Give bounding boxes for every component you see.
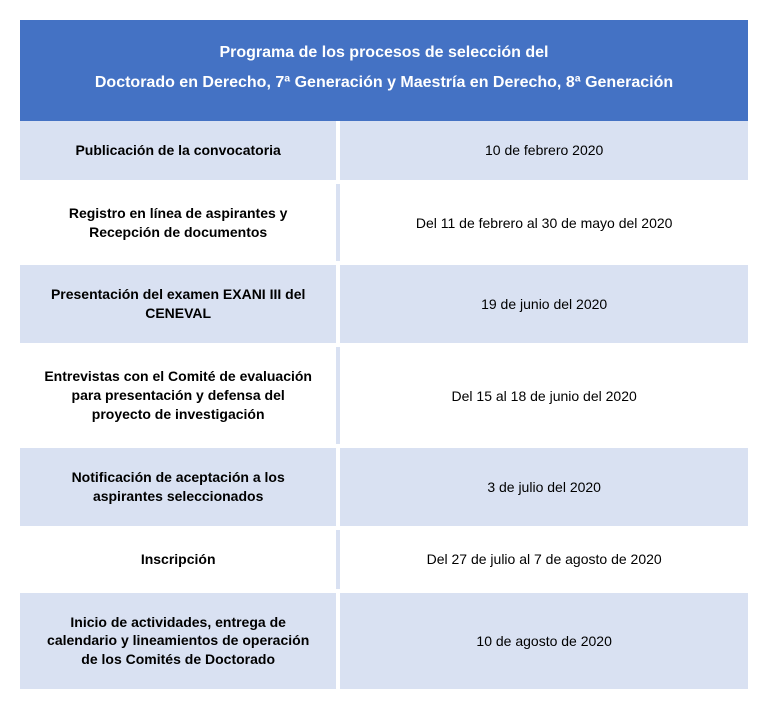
date-cell: 10 de febrero 2020	[340, 121, 748, 180]
table-row: Publicación de la convocatoria 10 de feb…	[20, 121, 748, 184]
header-line-1: Programa de los procesos de selección de…	[40, 38, 728, 68]
header-line-2: Doctorado en Derecho, 7ª Generación y Ma…	[40, 68, 728, 98]
date-cell: 3 de julio del 2020	[340, 448, 748, 526]
activity-cell: Presentación del examen EXANI III del CE…	[20, 265, 340, 343]
date-cell: 19 de junio del 2020	[340, 265, 748, 343]
table-header: Programa de los procesos de selección de…	[20, 20, 748, 121]
date-cell: Del 15 al 18 de junio del 2020	[340, 347, 748, 444]
activity-cell: Publicación de la convocatoria	[20, 121, 340, 180]
activity-cell: Registro en línea de aspirantes y Recepc…	[20, 184, 340, 262]
schedule-table: Programa de los procesos de selección de…	[20, 20, 748, 693]
table-row: Notificación de aceptación a los aspiran…	[20, 448, 748, 530]
activity-cell: Notificación de aceptación a los aspiran…	[20, 448, 340, 526]
activity-cell: Inscripción	[20, 530, 340, 589]
table-row: Entrevistas con el Comité de evaluación …	[20, 347, 748, 448]
activity-cell: Entrevistas con el Comité de evaluación …	[20, 347, 340, 444]
date-cell: Del 27 de julio al 7 de agosto de 2020	[340, 530, 748, 589]
table-row: Inicio de actividades, entrega de calend…	[20, 593, 748, 694]
table-row: Presentación del examen EXANI III del CE…	[20, 265, 748, 347]
activity-cell: Inicio de actividades, entrega de calend…	[20, 593, 340, 690]
date-cell: Del 11 de febrero al 30 de mayo del 2020	[340, 184, 748, 262]
table-row: Inscripción Del 27 de julio al 7 de agos…	[20, 530, 748, 593]
date-cell: 10 de agosto de 2020	[340, 593, 748, 690]
table-row: Registro en línea de aspirantes y Recepc…	[20, 184, 748, 266]
